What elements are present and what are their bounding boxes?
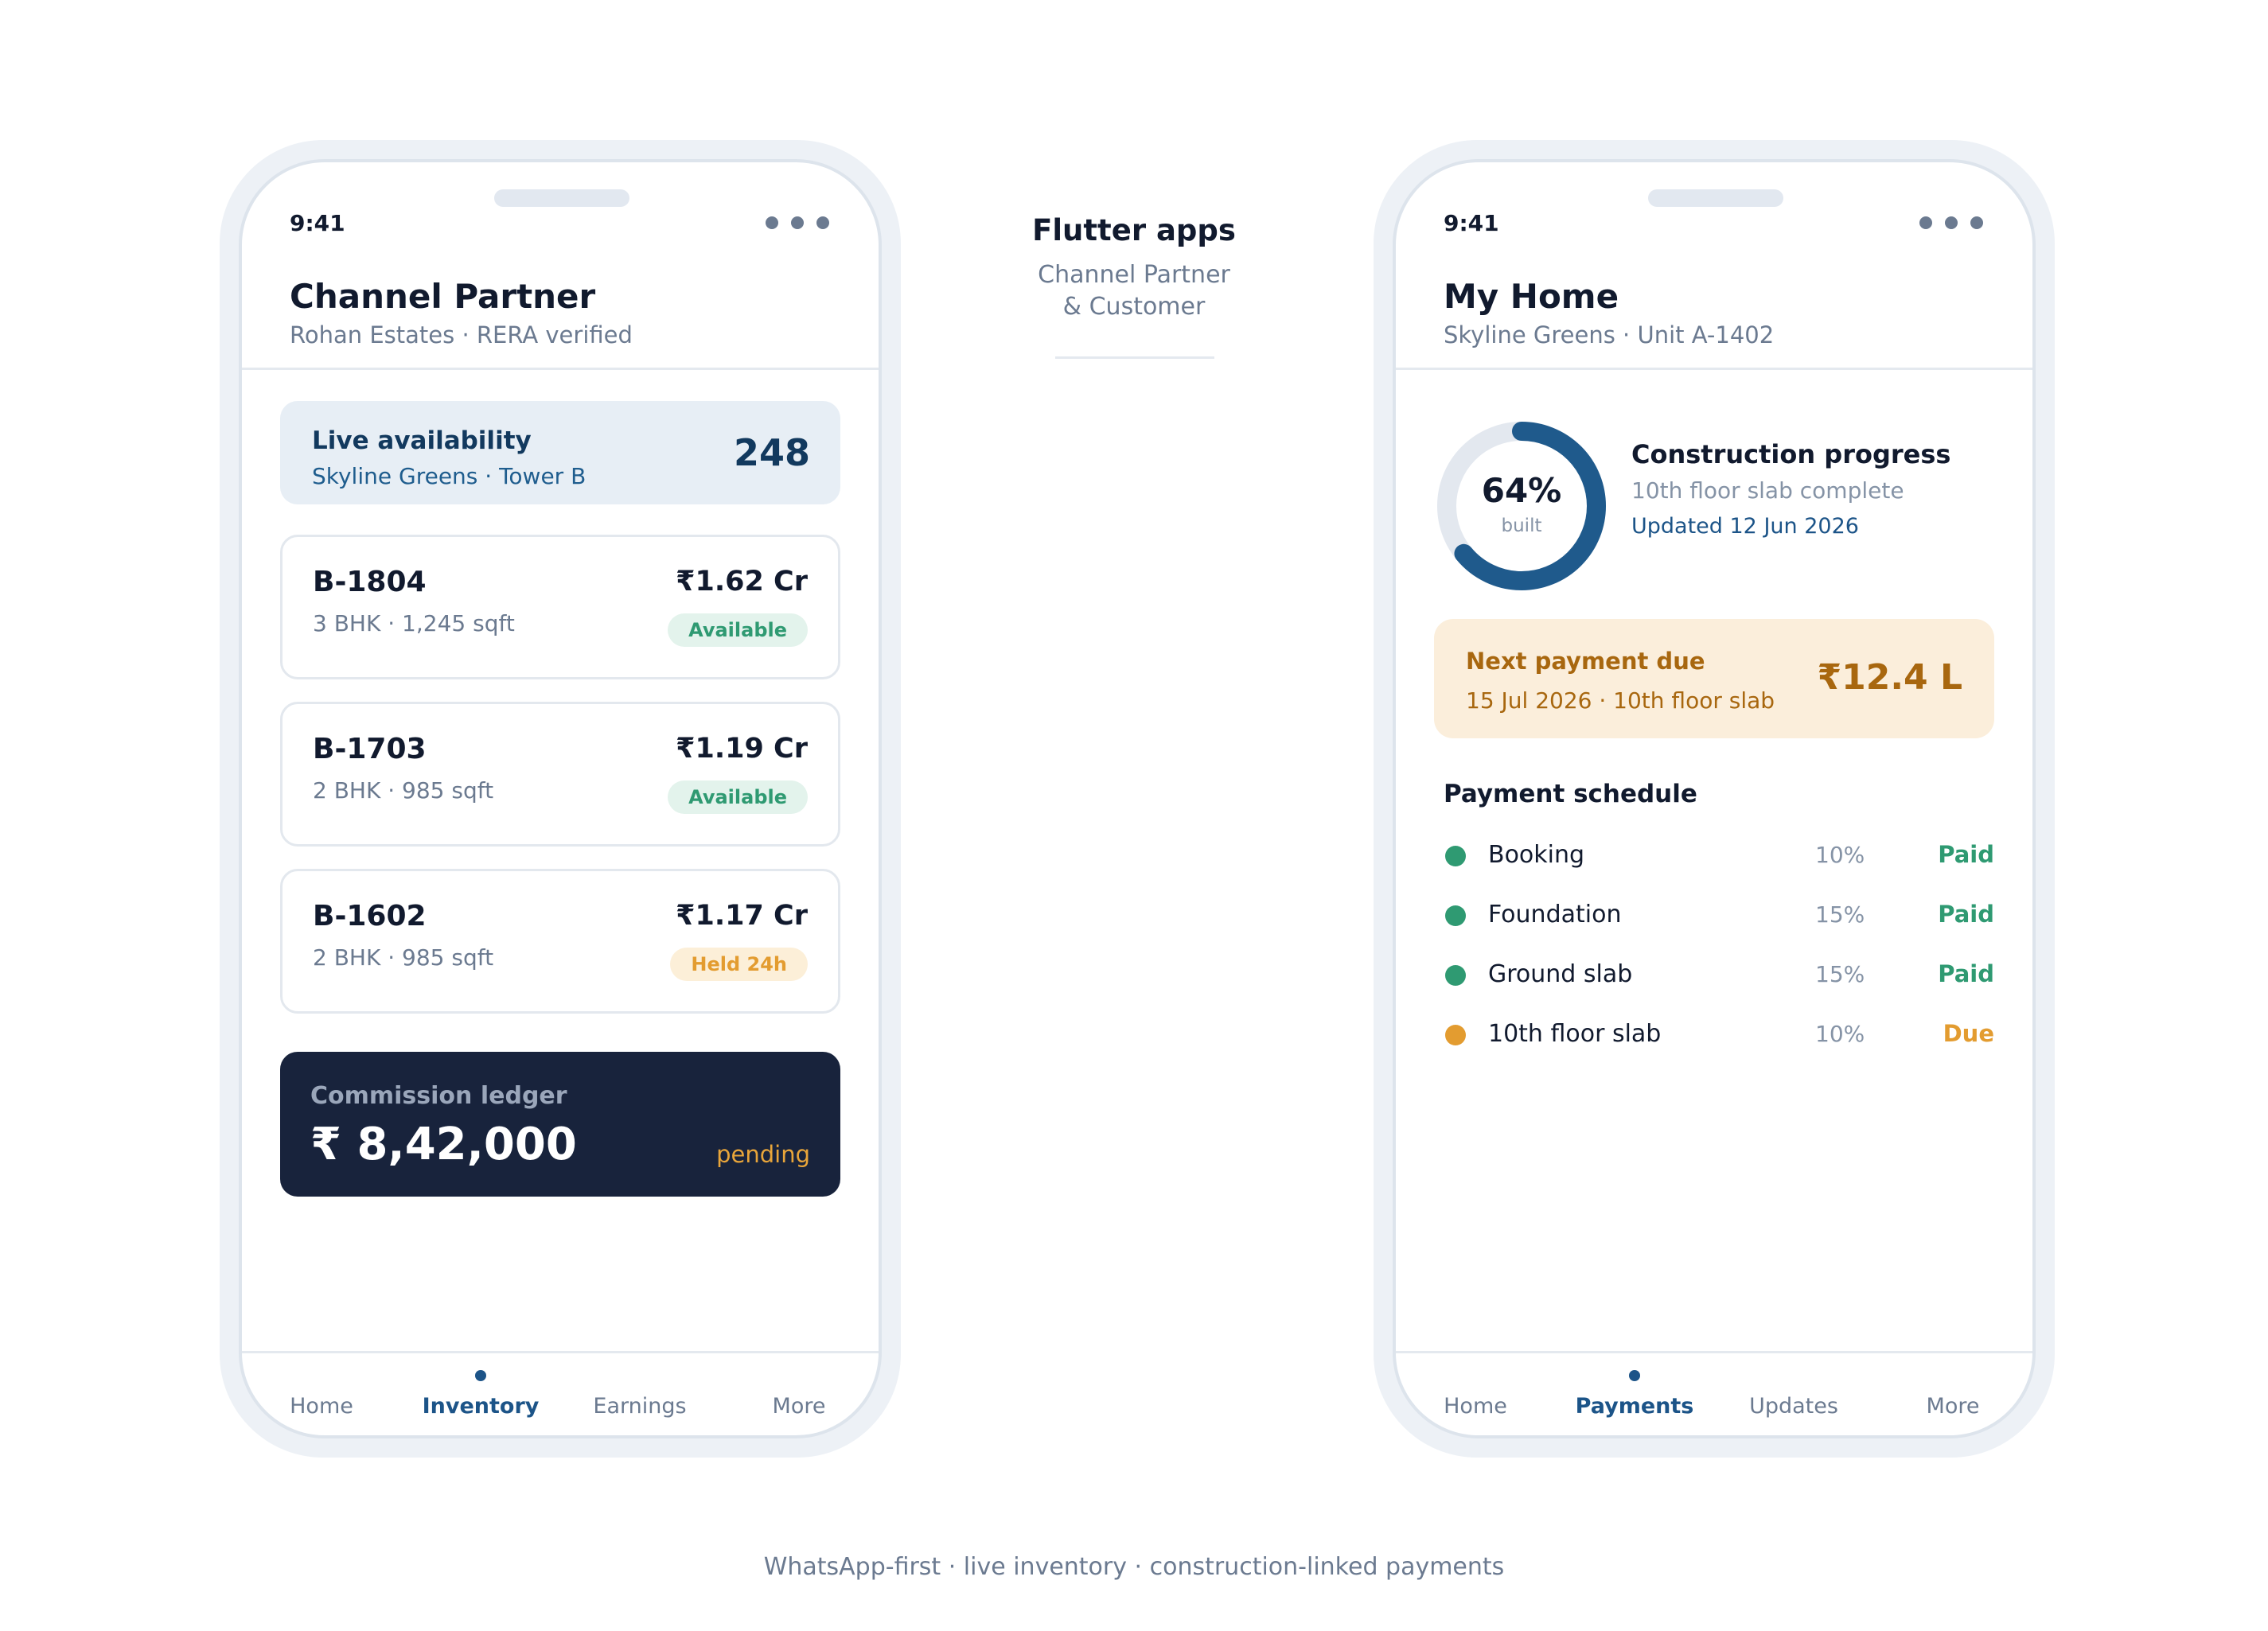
status-badge: Available (668, 613, 808, 647)
footer-caption: WhatsApp-first · live inventory · constr… (763, 1553, 1505, 1581)
unit-code: B-1804 (313, 566, 427, 598)
nav-divider (242, 1351, 879, 1353)
milestone-status: Paid (1938, 901, 1994, 928)
status-dots-icon (1919, 216, 1983, 229)
commission-state: pending (716, 1141, 810, 1168)
unit-card[interactable]: B-1602 2 BHK · 985 sqft ₹1.17 Cr Held 24… (280, 869, 840, 1014)
status-time: 9:41 (290, 210, 345, 236)
commission-value: ₹ 8,42,000 (310, 1119, 577, 1170)
status-dot-icon (1445, 846, 1466, 866)
nav-more[interactable]: More (1926, 1394, 1980, 1419)
unit-card[interactable]: B-1703 2 BHK · 985 sqft ₹1.19 Cr Availab… (280, 702, 840, 847)
progress-ring-fill (1437, 422, 1606, 590)
unit-spec: 2 BHK · 985 sqft (313, 944, 494, 971)
schedule-row[interactable]: Foundation 15% Paid (1396, 898, 2032, 933)
next-payment-title: Next payment due (1466, 648, 1705, 675)
phone-notch (1648, 189, 1783, 207)
milestone-status: Due (1943, 1020, 1994, 1047)
partner-phone-frame: 9:41 Channel Partner Rohan Estates · RER… (220, 140, 901, 1458)
unit-price: ₹1.17 Cr (676, 900, 808, 932)
next-payment-amount: ₹12.4 L (1817, 657, 1962, 698)
header-divider (242, 368, 879, 370)
app-title: My Home (1444, 277, 1619, 316)
commission-ledger-card[interactable]: Commission ledger ₹ 8,42,000 pending (280, 1052, 840, 1197)
customer-phone-frame: 9:41 My Home Skyline Greens · Unit A-140… (1374, 140, 2055, 1458)
progress-updated: Updated 12 Jun 2026 (1631, 514, 1859, 539)
unit-code: B-1703 (313, 733, 427, 765)
milestone-status: Paid (1938, 841, 1994, 868)
center-subtitle: & Customer (1062, 293, 1206, 321)
commission-label: Commission ledger (310, 1082, 567, 1110)
milestone-percent: 15% (1815, 901, 1865, 928)
progress-title: Construction progress (1631, 439, 1951, 469)
milestone-name: Ground slab (1488, 960, 1633, 988)
header-divider (1396, 368, 2032, 370)
milestone-percent: 15% (1815, 961, 1865, 987)
progress-detail: 10th floor slab complete (1631, 477, 1904, 504)
nav-inventory[interactable]: Inventory (422, 1394, 540, 1419)
milestone-name: Booking (1488, 841, 1585, 869)
availability-count: 248 (733, 431, 810, 474)
live-availability-card[interactable]: Live availability Skyline Greens · Tower… (280, 401, 840, 504)
schedule-row[interactable]: Booking 10% Paid (1396, 839, 2032, 874)
phone-notch (494, 189, 629, 207)
status-dot-icon (1445, 1025, 1466, 1045)
unit-card[interactable]: B-1804 3 BHK · 1,245 sqft ₹1.62 Cr Avail… (280, 535, 840, 679)
unit-price: ₹1.62 Cr (676, 566, 808, 598)
partner-phone-screen: 9:41 Channel Partner Rohan Estates · RER… (239, 159, 882, 1438)
availability-title: Live availability (312, 426, 532, 455)
construction-progress-ring: 64% built (1432, 417, 1611, 595)
schedule-row[interactable]: Ground slab 15% Paid (1396, 958, 2032, 993)
unit-price: ₹1.19 Cr (676, 733, 808, 765)
next-payment-card[interactable]: Next payment due 15 Jul 2026 · 10th floo… (1434, 619, 1994, 738)
status-badge: Held 24h (670, 948, 808, 981)
app-subtitle: Rohan Estates · RERA verified (290, 321, 633, 348)
progress-ring-graphic (1437, 422, 1606, 590)
status-dot-icon (1445, 965, 1466, 986)
progress-caption: built (1501, 516, 1542, 536)
nav-divider (1396, 1351, 2032, 1353)
unit-spec: 3 BHK · 1,245 sqft (313, 610, 515, 636)
nav-updates[interactable]: Updates (1749, 1394, 1838, 1419)
milestone-status: Paid (1938, 960, 1994, 987)
active-tab-indicator (1629, 1370, 1640, 1381)
center-subtitle: Channel Partner (1038, 261, 1230, 289)
availability-subtitle: Skyline Greens · Tower B (312, 463, 586, 489)
next-payment-detail: 15 Jul 2026 · 10th floor slab (1466, 687, 1775, 714)
payment-schedule-title: Payment schedule (1444, 780, 1697, 808)
nav-earnings[interactable]: Earnings (593, 1394, 687, 1419)
active-tab-indicator (475, 1370, 486, 1381)
nav-more[interactable]: More (772, 1394, 826, 1419)
center-divider (1055, 356, 1214, 359)
app-subtitle: Skyline Greens · Unit A-1402 (1444, 321, 1775, 348)
nav-payments[interactable]: Payments (1575, 1394, 1694, 1419)
status-dot-icon (1445, 905, 1466, 926)
nav-home[interactable]: Home (290, 1394, 353, 1419)
status-badge: Available (668, 780, 808, 814)
progress-percent: 64% (1481, 471, 1562, 510)
status-time: 9:41 (1444, 210, 1499, 236)
customer-phone-screen: 9:41 My Home Skyline Greens · Unit A-140… (1393, 159, 2036, 1438)
unit-spec: 2 BHK · 985 sqft (313, 777, 494, 804)
status-dots-icon (766, 216, 829, 229)
unit-code: B-1602 (313, 900, 427, 932)
milestone-name: 10th floor slab (1488, 1020, 1662, 1048)
center-title: Flutter apps (1032, 213, 1236, 247)
milestone-percent: 10% (1815, 1021, 1865, 1047)
schedule-row[interactable]: 10th floor slab 10% Due (1396, 1018, 2032, 1053)
app-title: Channel Partner (290, 277, 596, 316)
nav-home[interactable]: Home (1444, 1394, 1507, 1419)
milestone-percent: 10% (1815, 842, 1865, 868)
milestone-name: Foundation (1488, 901, 1622, 928)
